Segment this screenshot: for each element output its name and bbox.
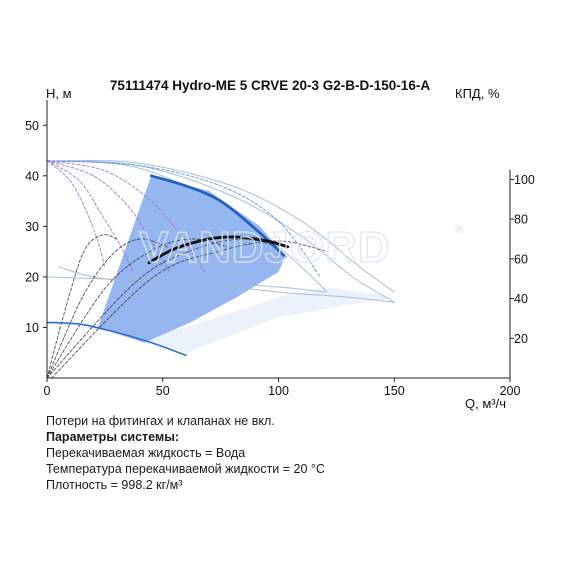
plot-area <box>46 160 395 379</box>
axes: 0 50 100 150 200 10 20 30 40 50 20 40 60 80 100 <box>25 100 535 398</box>
y-left-tick-label-40: 40 <box>25 169 39 183</box>
x-axis-title: Q, м³/ч <box>465 396 506 411</box>
y-left-tick-label-20: 20 <box>25 270 39 284</box>
chart-title: 75111474 Hydro-ME 5 CRVE 20-3 G2-B-D-150… <box>110 78 430 93</box>
x-tick-label-150: 150 <box>384 384 405 398</box>
head-partial-curve-8 <box>46 160 171 273</box>
head-min-speed-curve-17 <box>46 321 187 357</box>
x-tick-label-0: 0 <box>44 384 51 398</box>
y-right-tick-label-40: 40 <box>514 292 528 306</box>
efficiency-curve-19 <box>147 235 290 265</box>
note-density: Плотность = 998.2 кг/м³ <box>46 478 183 492</box>
y-right-tick-label-60: 60 <box>514 252 528 266</box>
eff-partial-curve-13 <box>46 238 168 379</box>
y-left-tick-label-50: 50 <box>25 119 39 133</box>
x-tick-label-100: 100 <box>268 384 289 398</box>
watermark-text: VANDJORD <box>139 223 391 272</box>
head-max-speed-curve-18 <box>149 174 287 258</box>
registered-mark: ® <box>455 224 463 236</box>
y-right-tick-label-20: 20 <box>514 332 528 346</box>
y-axis-right-title: КПД, % <box>455 86 500 101</box>
head-thin-curve-4 <box>58 160 395 293</box>
y-left-tick-label-30: 30 <box>25 220 39 234</box>
eff-partial-curve-12 <box>46 234 117 379</box>
x-tick-label-200: 200 <box>500 384 521 398</box>
note-heading: Параметры системы: <box>46 430 180 444</box>
y-axis-left-title: H, м <box>46 86 72 101</box>
note-temperature: Температура перекачиваемой жидкости = 20… <box>46 462 325 476</box>
y-right-tick-label-100: 100 <box>514 173 535 187</box>
system-notes: Потери на фитингах и клапанах не вкл. Па… <box>46 413 325 493</box>
watermark: VANDJORD ® <box>139 222 464 272</box>
eff-partial-curve-16 <box>51 240 326 379</box>
head-partial-curve-7 <box>46 160 205 273</box>
y-left-tick-label-10: 10 <box>25 321 39 335</box>
head-partial-curve-11 <box>46 160 321 278</box>
y-right-tick-label-80: 80 <box>514 213 528 227</box>
note-liquid: Перекачиваемая жидкость = Вода <box>46 446 246 460</box>
head-partial-curve-9 <box>46 160 134 273</box>
x-tick-label-50: 50 <box>156 384 170 398</box>
operating-region-1 <box>97 175 286 343</box>
head-partial-curve-10 <box>46 160 106 268</box>
note-losses: Потери на фитингах и клапанах не вкл. <box>46 414 275 428</box>
head-thin-curve-2 <box>46 160 395 303</box>
